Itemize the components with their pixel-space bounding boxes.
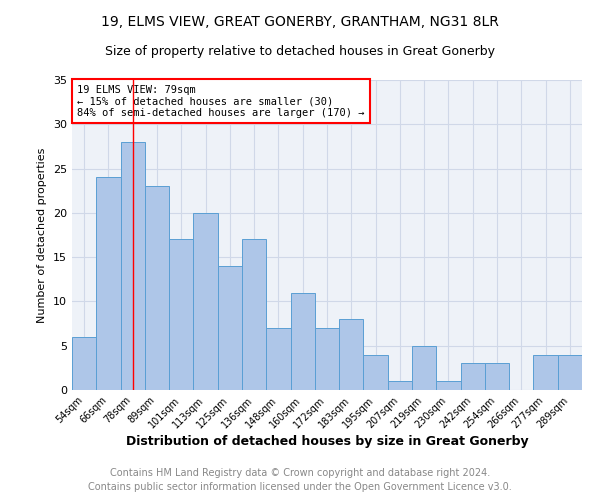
Bar [72, 337, 96, 390]
Bar [218, 266, 242, 390]
Bar [388, 381, 412, 390]
Bar [533, 354, 558, 390]
Bar [485, 364, 509, 390]
Bar [145, 186, 169, 390]
Bar [339, 319, 364, 390]
Text: 19 ELMS VIEW: 79sqm
← 15% of detached houses are smaller (30)
84% of semi-detach: 19 ELMS VIEW: 79sqm ← 15% of detached ho… [77, 84, 365, 118]
Bar [290, 292, 315, 390]
Bar [96, 178, 121, 390]
Bar [436, 381, 461, 390]
Text: 19, ELMS VIEW, GREAT GONERBY, GRANTHAM, NG31 8LR: 19, ELMS VIEW, GREAT GONERBY, GRANTHAM, … [101, 15, 499, 29]
Text: Contains HM Land Registry data © Crown copyright and database right 2024.: Contains HM Land Registry data © Crown c… [110, 468, 490, 477]
Bar [266, 328, 290, 390]
Bar [461, 364, 485, 390]
Y-axis label: Number of detached properties: Number of detached properties [37, 148, 47, 322]
Bar [193, 213, 218, 390]
Bar [558, 354, 582, 390]
Text: Contains public sector information licensed under the Open Government Licence v3: Contains public sector information licen… [88, 482, 512, 492]
Bar [121, 142, 145, 390]
Text: Size of property relative to detached houses in Great Gonerby: Size of property relative to detached ho… [105, 45, 495, 58]
Bar [169, 240, 193, 390]
Bar [412, 346, 436, 390]
X-axis label: Distribution of detached houses by size in Great Gonerby: Distribution of detached houses by size … [125, 436, 529, 448]
Bar [242, 240, 266, 390]
Bar [364, 354, 388, 390]
Bar [315, 328, 339, 390]
